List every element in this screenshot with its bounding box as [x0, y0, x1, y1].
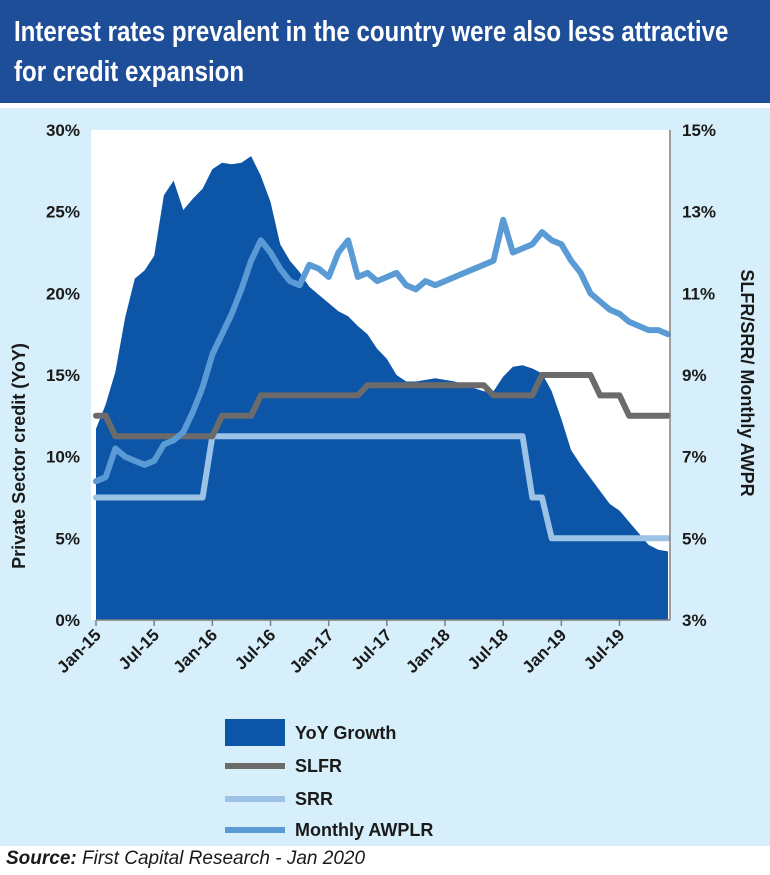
y-axis-right-label: SLFR/SRR/ Monthly AWPR: [737, 269, 757, 496]
chart-svg: 0% 5% 10% 15% 20% 25% 30% 3% 5% 7% 9% 11% 13% 15% Jan-…: [9, 121, 757, 840]
series-line-monthly-awplr: [93, 216, 671, 485]
series-layer: [93, 156, 671, 620]
chart-panel: 0% 5% 10% 15% 20% 25% 30% 3% 5% 7% 9% 11% 13% 15% Jan-…: [0, 108, 770, 846]
x-tick-label: Jul-18: [464, 625, 512, 673]
series-line-srr: [93, 433, 671, 542]
x-tick-label: Jan-17: [286, 625, 338, 677]
y-right-tick-label: 11%: [682, 284, 715, 303]
source-prefix: Source:: [6, 848, 77, 869]
y-left-tick-label: 0%: [55, 611, 80, 630]
y-left-tick-label: 10%: [46, 448, 80, 467]
y-axis-left-label: Private Sector credit (YoY): [9, 343, 29, 569]
x-tick-label: Jul-15: [115, 625, 163, 673]
y-right-tick-label: 13%: [682, 203, 716, 222]
legend-swatch-yoy-growth: [225, 719, 285, 746]
y-left-tick-label: 15%: [46, 366, 80, 385]
y-right-tick-label: 7%: [682, 448, 707, 467]
source-text: First Capital Research - Jan 2020: [76, 848, 366, 869]
legend-label-slfr: SLFR: [295, 756, 342, 776]
title-banner: Interest rates prevalent in the country …: [0, 0, 770, 103]
legend-label-yoy-growth: YoY Growth: [295, 723, 396, 743]
legend-label-awplr: Monthly AWPLR: [295, 820, 433, 840]
x-tick-label: Jul-19: [580, 625, 628, 673]
y-left-tick-label: 5%: [55, 529, 80, 548]
series-line-slfr: [93, 372, 671, 440]
y-left-tick-label: 30%: [46, 121, 80, 140]
x-tick-label: Jan-16: [170, 625, 222, 677]
y-left-tick-label: 20%: [46, 284, 80, 303]
y-right-tick-label: 3%: [682, 611, 707, 630]
y-left-tick-label: 25%: [46, 203, 80, 222]
legend: YoY Growth SLFR SRR Monthly AWPLR: [225, 719, 433, 840]
x-tick-label: Jul-16: [231, 625, 279, 673]
legend-label-srr: SRR: [295, 789, 333, 809]
y-right-tick-label: 9%: [682, 366, 707, 385]
x-tick-label: Jan-15: [53, 625, 105, 677]
x-tick-label: Jan-18: [402, 625, 454, 677]
source-note: Source: First Capital Research - Jan 202…: [6, 848, 365, 870]
y-right-tick-label: 15%: [682, 121, 716, 140]
y-right-tick-label: 5%: [682, 529, 707, 548]
x-tick-label: Jul-17: [347, 625, 395, 673]
x-tick-label: Jan-19: [519, 625, 571, 677]
chart-title: Interest rates prevalent in the country …: [14, 16, 729, 88]
